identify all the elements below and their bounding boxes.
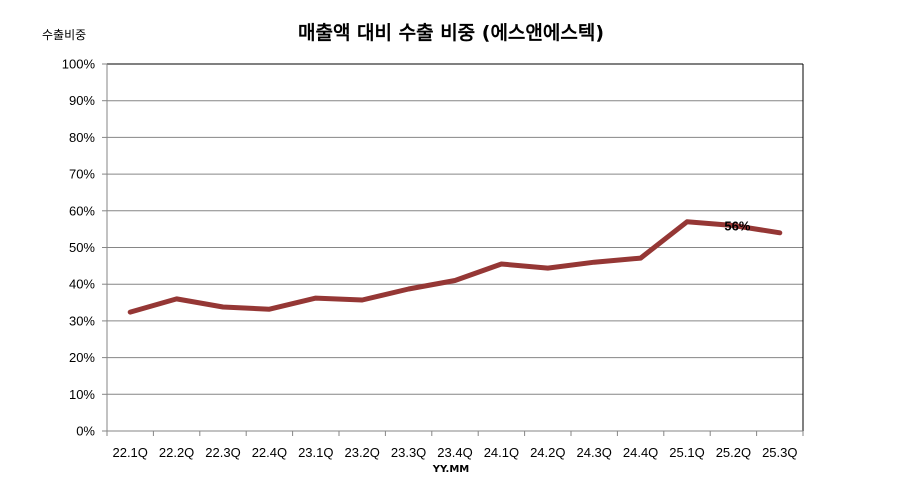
y-tick-label: 80% [69, 130, 95, 145]
x-tick-label: 25.1Q [669, 445, 704, 460]
y-tick-label: 60% [69, 203, 95, 218]
x-tick-label: 25.3Q [762, 445, 797, 460]
x-tick-label: 22.2Q [159, 445, 194, 460]
x-tick-label: 24.1Q [484, 445, 519, 460]
y-tick-label: 30% [69, 313, 95, 328]
x-tick-label: 23.1Q [298, 445, 333, 460]
y-tick-label: 20% [69, 350, 95, 365]
y-tick-label: 100% [62, 57, 96, 72]
y-tick-label: 90% [69, 93, 95, 108]
x-tick-label: 23.4Q [437, 445, 472, 460]
x-tick-label: 24.4Q [623, 445, 658, 460]
x-tick-label: 22.4Q [252, 445, 287, 460]
x-tick-label: 23.2Q [344, 445, 379, 460]
x-tick-label: 24.2Q [530, 445, 565, 460]
y-axis-label: 수출비중 [42, 28, 87, 42]
y-tick-label: 0% [76, 424, 95, 439]
y-tick-label: 70% [69, 167, 95, 182]
y-tick-label: 40% [69, 277, 95, 292]
x-tick-label: 22.3Q [205, 445, 240, 460]
series-line [127, 219, 783, 315]
x-tick-label: 22.1Q [112, 445, 147, 460]
data-label: 56% [724, 218, 750, 233]
y-tick-label: 10% [69, 387, 95, 402]
x-tick-label: 25.2Q [716, 445, 751, 460]
chart-title: 매출액 대비 수출 비중 (에스앤에스텍) [297, 22, 605, 44]
y-tick-label: 50% [69, 240, 95, 255]
x-axis-label: YY.MM [432, 464, 470, 475]
x-tick-label: 23.3Q [391, 445, 426, 460]
x-tick-label: 24.3Q [576, 445, 611, 460]
